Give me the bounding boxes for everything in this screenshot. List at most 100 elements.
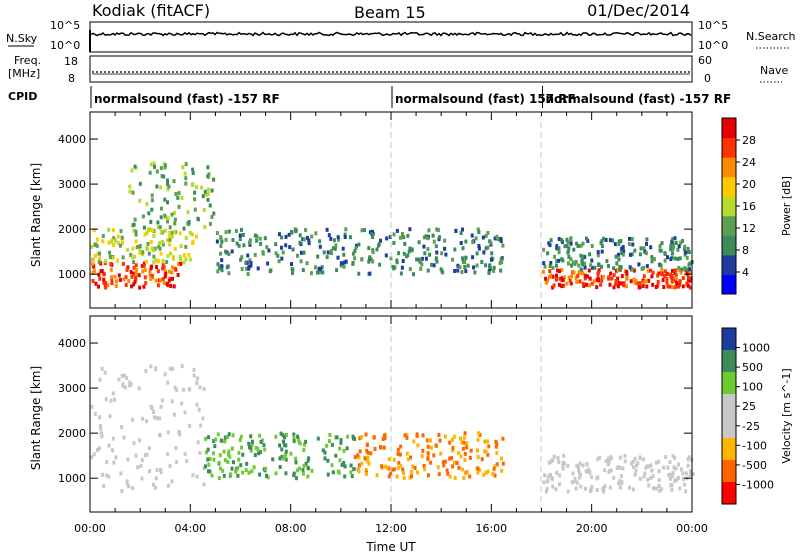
velocity-cell — [484, 470, 488, 475]
power-cell — [610, 276, 614, 281]
power-cell — [253, 252, 257, 257]
velocity-cell — [548, 473, 552, 478]
power-cell — [669, 275, 673, 280]
power-cell — [579, 253, 583, 258]
power-cell — [210, 215, 214, 219]
power-cell — [451, 257, 454, 262]
power-cell — [132, 260, 136, 265]
freq-strip-frame — [89, 55, 693, 83]
power-cell — [592, 279, 596, 284]
nave-tick-bottom: 0 — [704, 72, 711, 85]
power-cell — [110, 281, 114, 286]
power-cell — [499, 236, 503, 241]
velocity-cell — [688, 469, 692, 474]
velocity-cell — [476, 455, 480, 460]
velocity-cell — [138, 438, 142, 443]
power-cell — [656, 280, 660, 284]
power-cell — [408, 267, 412, 272]
power-cell — [656, 273, 660, 278]
power-cell — [561, 258, 565, 263]
power-cell — [138, 198, 142, 203]
velocity-cell — [642, 474, 646, 479]
velocity-cell — [439, 451, 443, 456]
velocity-cell — [163, 372, 167, 377]
power-cell — [562, 275, 566, 280]
power-cell — [193, 197, 197, 202]
power-cell — [597, 268, 601, 273]
power-cell — [134, 239, 138, 244]
velocity-cell — [345, 446, 349, 451]
power-cell — [430, 262, 434, 267]
velocity-cell — [195, 474, 199, 479]
velocity-cell — [123, 385, 127, 390]
power-cell — [630, 237, 634, 242]
power-cell — [584, 282, 588, 287]
power-cell — [654, 285, 658, 289]
velocity-cell — [476, 437, 480, 442]
velocity-cell — [236, 466, 240, 470]
power-cell — [401, 259, 405, 263]
power-cell — [201, 194, 205, 199]
power-cell — [557, 258, 561, 263]
velocity-cell — [410, 474, 413, 479]
velocity-cell — [387, 457, 391, 462]
colorbar-swatch — [722, 137, 736, 158]
velocity-cell — [251, 439, 254, 444]
power-cell — [649, 245, 653, 250]
velocity-cell — [451, 445, 455, 450]
velocity-cell — [298, 466, 301, 471]
power-cell — [401, 232, 404, 236]
velocity-cell — [477, 431, 480, 436]
velocity-ylabel: Slant Range [km] — [29, 366, 43, 470]
power-cell — [147, 227, 151, 231]
velocity-cell — [148, 469, 152, 474]
power-cell — [130, 284, 134, 289]
power-cell — [560, 284, 564, 289]
power-cell — [555, 273, 558, 278]
colorbar-tick-label: 8 — [742, 244, 749, 257]
velocity-cell — [575, 480, 579, 485]
power-cell — [557, 282, 561, 287]
velocity-cell — [668, 460, 672, 464]
velocity-cell — [216, 432, 220, 437]
velocity-cell — [250, 469, 254, 474]
colorbar-swatch — [722, 372, 736, 395]
power-cell — [671, 276, 675, 281]
power-cell — [629, 279, 633, 284]
power-cell — [461, 227, 464, 232]
power-cell — [240, 267, 244, 271]
power-cell — [159, 185, 163, 190]
velocity-cell — [125, 481, 129, 486]
power-cell — [486, 231, 490, 235]
velocity-cell — [395, 474, 399, 479]
velocity-cell — [432, 453, 436, 458]
power-cell — [501, 243, 505, 248]
velocity-cell — [385, 465, 389, 470]
power-cell — [138, 285, 142, 290]
power-cell — [618, 264, 622, 269]
nsearch-tick-top: 10^5 — [698, 19, 728, 32]
power-cell — [92, 228, 96, 233]
power-cell — [310, 234, 314, 239]
velocity-cell — [554, 487, 558, 492]
power-cell — [280, 235, 284, 240]
power-cell — [678, 268, 682, 273]
velocity-cell — [98, 377, 102, 382]
power-cell — [459, 241, 463, 245]
power-cell — [371, 235, 374, 239]
power-cell — [453, 247, 457, 252]
velocity-cell — [126, 457, 130, 462]
power-cell — [184, 244, 188, 249]
velocity-cell — [381, 437, 385, 441]
power-cell — [496, 237, 500, 242]
velocity-cell — [130, 417, 134, 422]
power-cell — [658, 244, 662, 249]
power-cell — [302, 250, 306, 255]
power-cell — [304, 228, 308, 232]
velocity-cell — [152, 482, 155, 487]
velocity-cell — [426, 453, 430, 458]
power-cell — [588, 283, 592, 288]
power-cell — [490, 251, 494, 256]
velocity-cell — [340, 463, 344, 467]
power-cell — [622, 281, 626, 286]
